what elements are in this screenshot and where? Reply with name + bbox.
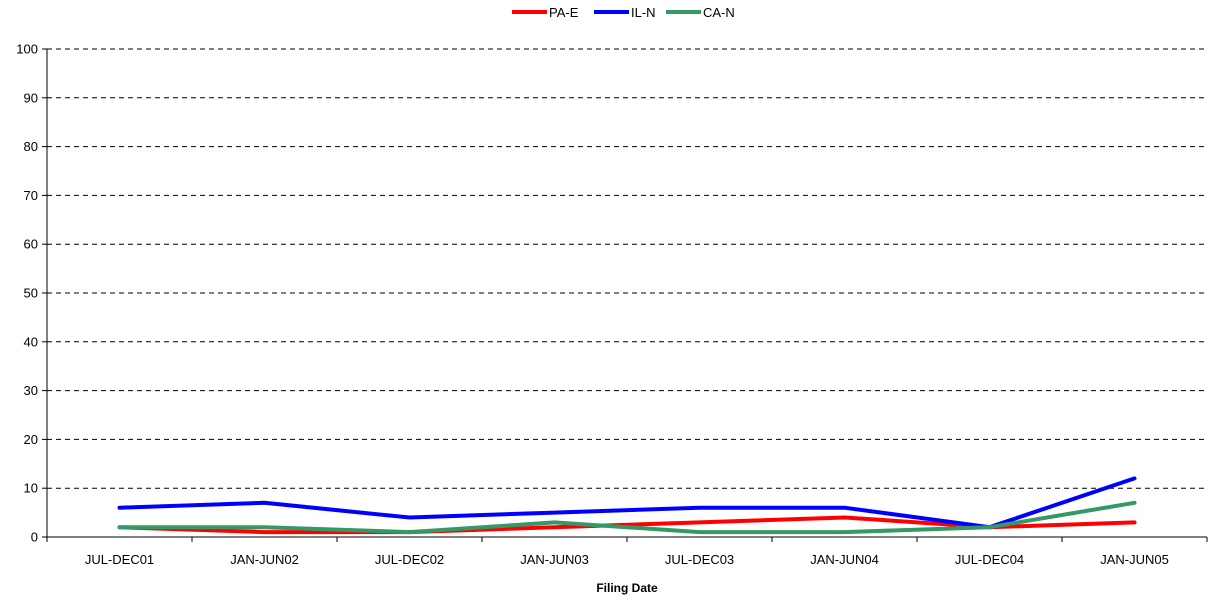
- series-line-ca-n: [117, 500, 1137, 535]
- x-tick-label: JUL-DEC03: [665, 552, 734, 567]
- x-tick-label: JAN-JUN02: [230, 552, 299, 567]
- y-tick-labels: 0 10 20 30 40 50 60 70 80 90 100: [16, 42, 38, 545]
- series-line-il-n: [117, 476, 1137, 530]
- x-tick-label: JUL-DEC01: [85, 552, 154, 567]
- y-tick-label: 30: [24, 383, 38, 398]
- x-tick-label: JAN-JUN03: [520, 552, 589, 567]
- x-tick-labels: JUL-DEC01 JAN-JUN02 JUL-DEC02 JAN-JUN03 JUL-…: [85, 552, 1169, 567]
- legend-label-pa-e: PA-E: [549, 5, 579, 20]
- x-tick-label: JAN-JUN05: [1100, 552, 1169, 567]
- x-tick-label: JUL-DEC04: [955, 552, 1024, 567]
- y-tick-label: 80: [24, 139, 38, 154]
- y-tick-label: 90: [24, 90, 38, 105]
- legend-label-il-n: IL-N: [631, 5, 656, 20]
- y-tick-label: 20: [24, 432, 38, 447]
- y-tick-label: 60: [24, 237, 38, 252]
- y-tick-label: 0: [31, 530, 38, 545]
- y-tick-label: 70: [24, 188, 38, 203]
- legend: PA-E IL-N CA-N: [512, 5, 735, 20]
- axes: [42, 48, 1208, 542]
- gridlines: [47, 48, 1207, 489]
- x-tick-label: JAN-JUN04: [810, 552, 879, 567]
- x-tick-label: JUL-DEC02: [375, 552, 444, 567]
- x-axis-title: Filing Date: [596, 581, 658, 595]
- y-tick-label: 10: [24, 481, 38, 496]
- y-tick-label: 40: [24, 334, 38, 349]
- y-tick-label: 50: [24, 286, 38, 301]
- y-tick-label: 100: [16, 42, 38, 57]
- series-lines: [117, 476, 1137, 535]
- legend-label-ca-n: CA-N: [703, 5, 735, 20]
